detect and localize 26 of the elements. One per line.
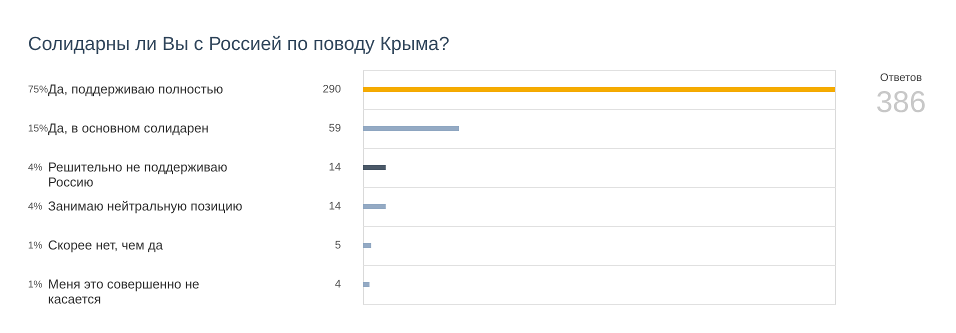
data-label: 14 (328, 162, 341, 174)
y-tick-label: Меня это совершенно не касается (48, 276, 200, 306)
y-tick-label: Скорее нет, чем да (48, 238, 164, 252)
text: 75% (28, 84, 48, 96)
bar (363, 243, 372, 248)
text: 15% (28, 124, 48, 134)
y-tick-label: Занимаю нейтральную позицию (48, 198, 243, 214)
data-label: 4 (334, 278, 341, 290)
data-label: 290 (322, 84, 341, 96)
data-label: 59 (328, 122, 341, 134)
data-label: 5 (334, 240, 341, 252)
y-tick-label: Решительно не поддерживаю Россию (48, 160, 228, 190)
bar (363, 165, 386, 170)
chart-title: Солидарны ли Вы с Россией по поводу Крыма? (28, 34, 450, 55)
text: 1% (28, 280, 43, 290)
text: Ответов (880, 72, 922, 84)
text: 4% (28, 162, 43, 174)
data-label: 14 (328, 200, 341, 212)
bar (363, 282, 370, 287)
bar (363, 204, 386, 209)
bar (363, 126, 460, 131)
text: 1% (28, 240, 43, 252)
bar (363, 87, 835, 92)
y-tick-label: Да, поддерживаю полностью (48, 82, 224, 96)
y-tick-label: Да, в основном солидарен (48, 120, 209, 136)
text: 4% (28, 202, 43, 212)
